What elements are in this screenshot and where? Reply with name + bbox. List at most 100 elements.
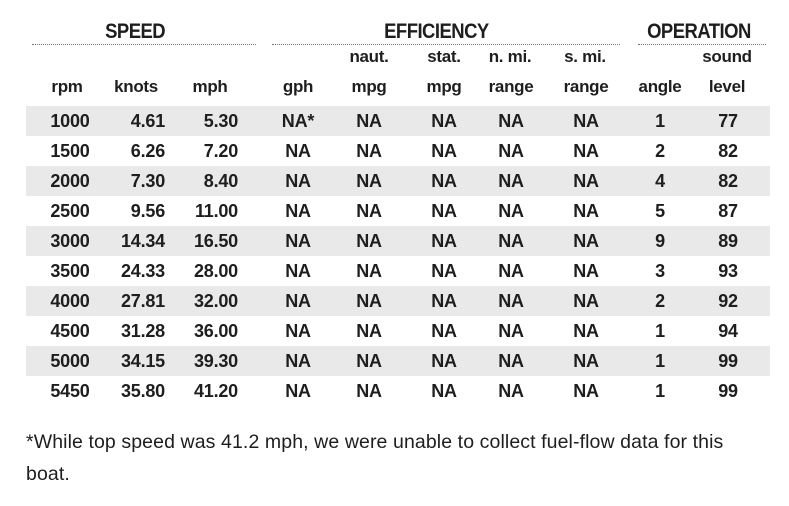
header-naut-mpg-line2: mpg — [351, 77, 387, 96]
header-stat-mpg-line1: stat. — [427, 47, 461, 66]
cell-sound-level: 82 — [718, 171, 738, 191]
cell-gph: NA* — [281, 111, 315, 131]
group-rule-operation — [638, 44, 766, 45]
cell-angle: 2 — [655, 291, 665, 311]
cell-sound-level: 94 — [718, 321, 738, 341]
cell-rpm: 2000 — [50, 171, 90, 191]
cell-gph: NA — [285, 231, 311, 251]
cell-naut-mpg: NA — [356, 261, 382, 281]
group-rule-efficiency — [272, 44, 620, 45]
cell-rpm: 3000 — [50, 231, 90, 251]
cell-nmi-range: NA — [498, 321, 524, 341]
cell-gph: NA — [285, 321, 311, 341]
cell-mph: 41.20 — [193, 381, 238, 401]
cell-stat-mpg: NA — [431, 291, 457, 311]
cell-nmi-range: NA — [498, 171, 524, 191]
cell-mph: 16.50 — [193, 231, 238, 251]
cell-smi-range: NA — [573, 291, 599, 311]
cell-stat-mpg: NA — [431, 111, 457, 131]
cell-sound-level: 87 — [718, 201, 738, 221]
cell-knots: 4.61 — [130, 111, 165, 131]
cell-naut-mpg: NA — [356, 201, 382, 221]
cell-knots: 9.56 — [130, 201, 165, 221]
cell-mph: 32.00 — [193, 291, 238, 311]
cell-sound-level: 99 — [718, 381, 738, 401]
header-gph: gph — [282, 77, 314, 96]
cell-gph: NA — [285, 201, 311, 221]
cell-gph: NA — [285, 351, 311, 371]
header-smi-range-line2: range — [563, 77, 609, 96]
cell-stat-mpg: NA — [431, 381, 457, 401]
cell-mph: 8.40 — [203, 171, 238, 191]
cell-stat-mpg: NA — [431, 171, 457, 191]
performance-table: 1000 4.61 5.30 NA* NA NA NA NA 1 77 1500 6.26 7.20 NA… — [26, 106, 770, 406]
cell-knots: 14.34 — [120, 231, 165, 251]
table-row: 2500 9.56 11.00 NA NA NA NA NA 5 87 — [26, 196, 770, 226]
cell-mph: 28.00 — [193, 261, 238, 281]
cell-sound-level: 82 — [718, 141, 738, 161]
cell-smi-range: NA — [573, 111, 599, 131]
group-header-operation: OPERATION — [647, 20, 751, 43]
cell-knots: 7.30 — [130, 171, 165, 191]
cell-rpm: 1500 — [50, 141, 90, 161]
cell-sound-level: 77 — [718, 111, 738, 131]
cell-nmi-range: NA — [498, 261, 524, 281]
cell-stat-mpg: NA — [431, 201, 457, 221]
cell-rpm: 4000 — [50, 291, 90, 311]
cell-angle: 1 — [655, 351, 665, 371]
cell-smi-range: NA — [573, 351, 599, 371]
cell-stat-mpg: NA — [431, 351, 457, 371]
cell-nmi-range: NA — [498, 201, 524, 221]
cell-smi-range: NA — [573, 261, 599, 281]
header-sound-line1: sound — [702, 47, 752, 66]
table-row: 1500 6.26 7.20 NA NA NA NA NA 2 82 — [26, 136, 770, 166]
cell-knots: 35.80 — [120, 381, 165, 401]
cell-smi-range: NA — [573, 171, 599, 191]
cell-rpm: 5000 — [50, 351, 90, 371]
cell-stat-mpg: NA — [431, 231, 457, 251]
cell-angle: 9 — [655, 231, 665, 251]
cell-naut-mpg: NA — [356, 171, 382, 191]
cell-sound-level: 93 — [718, 261, 738, 281]
cell-nmi-range: NA — [498, 351, 524, 371]
table-row: 4500 31.28 36.00 NA NA NA NA NA 1 94 — [26, 316, 770, 346]
cell-gph: NA — [285, 381, 311, 401]
cell-nmi-range: NA — [498, 231, 524, 251]
cell-knots: 31.28 — [120, 321, 165, 341]
table-row: 5450 35.80 41.20 NA NA NA NA NA 1 99 — [26, 376, 770, 406]
cell-knots: 6.26 — [130, 141, 165, 161]
group-header-speed: SPEED — [105, 20, 166, 43]
cell-naut-mpg: NA — [356, 351, 382, 371]
cell-angle: 4 — [655, 171, 665, 191]
cell-mph: 7.20 — [203, 141, 238, 161]
group-header-efficiency: EFFICIENCY — [384, 20, 489, 43]
header-mph: mph — [192, 77, 228, 96]
cell-smi-range: NA — [573, 381, 599, 401]
cell-stat-mpg: NA — [431, 261, 457, 281]
cell-naut-mpg: NA — [356, 381, 382, 401]
cell-rpm: 4500 — [50, 321, 90, 341]
cell-rpm: 5450 — [50, 381, 90, 401]
header-nmi-range-line2: range — [488, 77, 534, 96]
cell-angle: 1 — [655, 381, 665, 401]
cell-sound-level: 99 — [718, 351, 738, 371]
cell-gph: NA — [285, 141, 311, 161]
cell-sound-level: 92 — [718, 291, 738, 311]
cell-knots: 34.15 — [120, 351, 165, 371]
header-angle: angle — [638, 77, 682, 96]
footnote: *While top speed was 41.2 mph, we were u… — [26, 431, 724, 485]
cell-angle: 3 — [655, 261, 665, 281]
cell-sound-level: 89 — [718, 231, 738, 251]
cell-gph: NA — [285, 261, 311, 281]
cell-nmi-range: NA — [498, 381, 524, 401]
table-row: 3500 24.33 28.00 NA NA NA NA NA 3 93 — [26, 256, 770, 286]
cell-stat-mpg: NA — [431, 321, 457, 341]
header-stat-mpg-line2: mpg — [426, 77, 462, 96]
cell-angle: 1 — [655, 321, 665, 341]
cell-smi-range: NA — [573, 231, 599, 251]
cell-smi-range: NA — [573, 321, 599, 341]
cell-mph: 11.00 — [194, 201, 238, 221]
cell-naut-mpg: NA — [356, 141, 382, 161]
cell-rpm: 1000 — [50, 111, 90, 131]
cell-nmi-range: NA — [498, 111, 524, 131]
